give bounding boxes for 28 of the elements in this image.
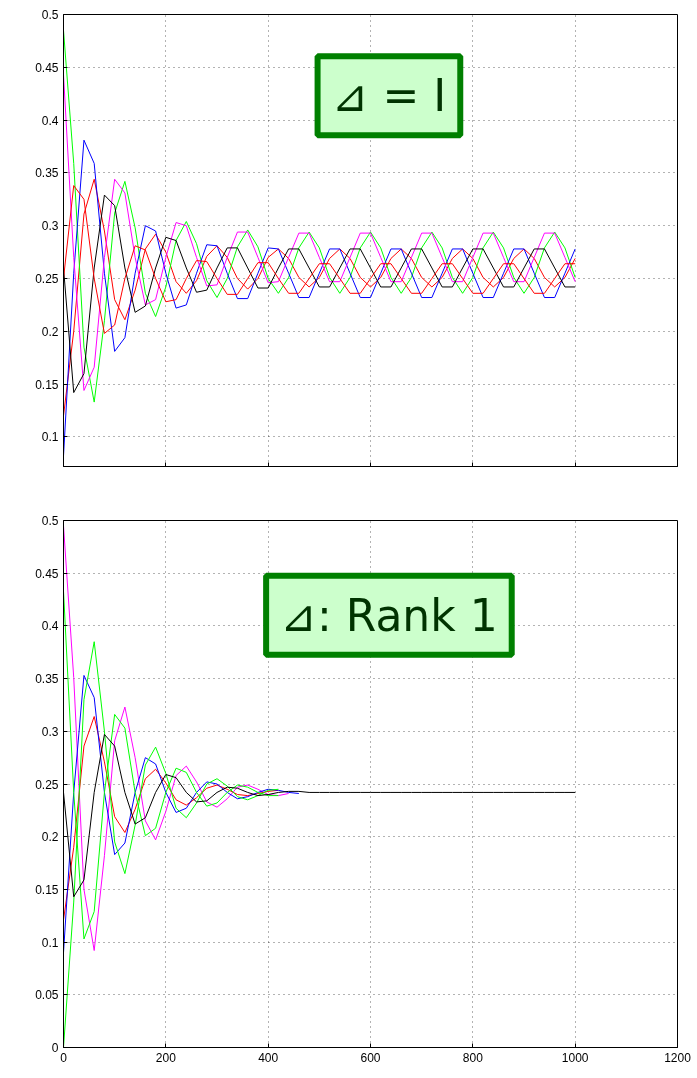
y-tick-label: 0.1: [41, 430, 59, 445]
x-tick-label: 1200: [664, 1050, 692, 1065]
y-tick-label: 0.15: [35, 882, 59, 897]
y-tick-label: 0.1: [41, 935, 59, 950]
y-tick-label: 0.5: [41, 514, 59, 528]
y-tick-label: 0.35: [35, 672, 59, 687]
y-tick-label: 0.05: [35, 988, 59, 1003]
y-tick-label: 0.3: [41, 724, 59, 739]
y-tick-label: 0.45: [35, 566, 59, 581]
x-tick-label: 1000: [561, 1050, 589, 1065]
y-tick-label: 0: [51, 1041, 59, 1055]
y-tick-label: 0.2: [41, 324, 59, 339]
x-tick-label: 800: [462, 1050, 484, 1065]
y-tick-label: 0.4: [41, 113, 59, 128]
x-tick-label: 200: [155, 1050, 177, 1065]
y-tick-label: 0.25: [35, 777, 59, 792]
y-tick-label: 0.45: [35, 60, 59, 75]
y-tick-label: 0.2: [41, 830, 59, 845]
y-tick-label: 0.4: [41, 619, 59, 634]
x-tick-label: 600: [360, 1050, 381, 1065]
y-tick-label: 0.3: [41, 219, 59, 234]
y-tick-label: 0.25: [35, 272, 59, 287]
y-tick-label: 0.5: [41, 8, 59, 22]
annotation: ⊿: Rank 1: [280, 589, 498, 641]
y-tick-label: 0.35: [35, 166, 59, 181]
x-tick-label: 400: [258, 1050, 279, 1065]
annotation: ⊿ = I: [331, 70, 447, 122]
y-tick-label: 0.15: [35, 377, 59, 392]
